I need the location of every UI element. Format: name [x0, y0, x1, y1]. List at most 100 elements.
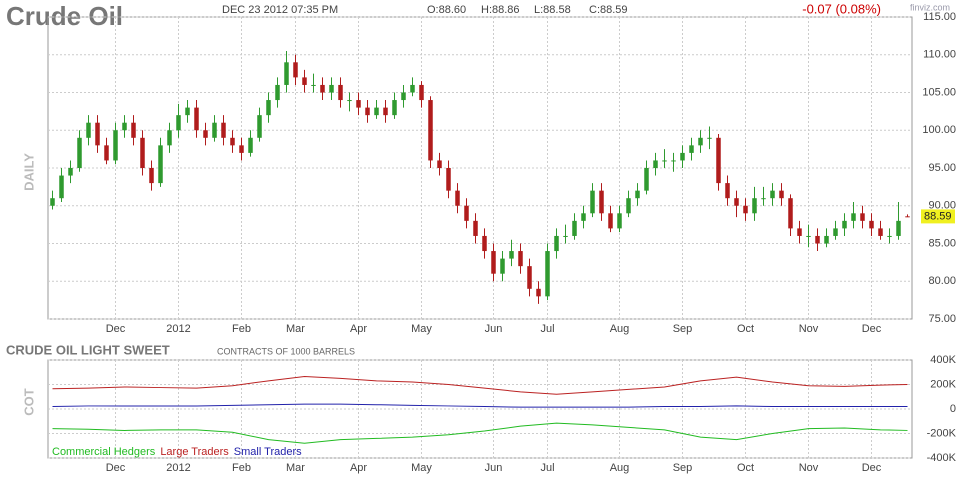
legend-entry: Large Traders	[160, 446, 229, 458]
x-tick-label: Nov	[799, 462, 819, 474]
candle-body	[482, 235, 487, 252]
candle-body	[122, 122, 127, 131]
last-price: 88.59	[924, 210, 952, 222]
candle-body	[401, 92, 406, 101]
candle-body	[176, 115, 181, 131]
candle-body	[518, 251, 523, 267]
y-tick-label: 95.00	[928, 162, 956, 174]
candle-body	[653, 160, 658, 168]
legend-entry: Commercial Hedgers	[52, 446, 156, 458]
x-tick-label: 2012	[166, 323, 190, 335]
x-tick-label: May	[411, 323, 432, 335]
candle-body	[824, 235, 829, 244]
candle-body	[419, 84, 424, 101]
x-tick-label: Dec	[862, 462, 882, 474]
x-tick-label: Jun	[485, 323, 503, 335]
high: H:88.86	[481, 4, 520, 16]
open: O:88.60	[427, 4, 466, 16]
candle-body	[716, 137, 721, 184]
candle-body	[788, 198, 793, 229]
y-tick-label: 100.00	[922, 124, 956, 136]
candle-body	[158, 145, 163, 184]
candle-body	[797, 228, 802, 236]
x-tick-label: Jun	[485, 462, 503, 474]
x-tick-label: Apr	[350, 462, 367, 474]
y-tick-label: 85.00	[928, 237, 956, 249]
candle-body	[446, 168, 451, 191]
candle-body	[671, 160, 676, 162]
candle-body	[599, 190, 604, 214]
y-tick-label: 200K	[930, 378, 956, 390]
x-tick-label: Oct	[737, 323, 754, 335]
x-tick-label: Feb	[232, 323, 251, 335]
candle-body	[680, 152, 685, 161]
candle-body	[698, 137, 703, 146]
low: L:88.58	[534, 4, 571, 16]
candle-body	[86, 122, 91, 138]
y-tick-label: 105.00	[922, 86, 956, 98]
candle-body	[383, 107, 388, 116]
candle-body	[761, 198, 766, 200]
candle-body	[212, 122, 217, 138]
candle-body	[311, 84, 316, 86]
candle-body	[860, 213, 865, 221]
candle-body	[293, 62, 298, 78]
y-tick-label: -200K	[927, 427, 957, 439]
candle-body	[230, 137, 235, 146]
candle-body	[905, 216, 910, 218]
candle-body	[194, 107, 199, 131]
candle-body	[617, 213, 622, 229]
x-tick-label: Apr	[350, 323, 367, 335]
candle-body	[635, 190, 640, 199]
y-tick-label: 400K	[930, 354, 956, 366]
series-line	[52, 376, 908, 395]
close: C:88.59	[589, 4, 628, 16]
candle-body	[392, 100, 397, 116]
candle-body	[572, 220, 577, 236]
candle-body	[347, 100, 352, 102]
candle-body	[878, 228, 883, 236]
candle-body	[131, 122, 136, 138]
candle-body	[464, 205, 469, 221]
candle-body	[473, 220, 478, 236]
candle-body	[815, 235, 820, 244]
candle-body	[770, 190, 775, 199]
candle-body	[257, 115, 262, 138]
candle-body	[365, 107, 370, 116]
candle-body	[284, 62, 289, 85]
candle-body	[50, 198, 55, 206]
candle-body	[239, 145, 244, 153]
candle-body	[527, 266, 532, 289]
candle-body	[689, 145, 694, 153]
candle-body	[104, 145, 109, 161]
x-tick-label: Dec	[106, 323, 126, 335]
candle-body	[644, 168, 649, 191]
candle-body	[95, 122, 100, 146]
candle-body	[752, 198, 757, 214]
x-tick-label: Nov	[799, 323, 819, 335]
candle-body	[437, 160, 442, 168]
x-tick-label: Sep	[673, 323, 693, 335]
y-tick-label: 110.00	[923, 49, 956, 61]
y-tick-label: 80.00	[928, 275, 956, 287]
candle-body	[563, 235, 568, 237]
cot-subtitle: CONTRACTS OF 1000 BARRELS	[217, 346, 355, 356]
x-tick-label: Jul	[540, 323, 554, 335]
candle-body	[806, 235, 811, 237]
candle-body	[185, 107, 190, 116]
candle-body	[68, 168, 73, 176]
candle-body	[248, 137, 253, 153]
x-tick-label: Aug	[610, 462, 630, 474]
x-tick-label: Aug	[610, 323, 630, 335]
candle-body	[842, 220, 847, 229]
candle-body	[554, 235, 559, 252]
candle-body	[734, 198, 739, 206]
candle-body	[536, 288, 541, 297]
candle-body	[203, 130, 208, 138]
candle-body	[833, 228, 838, 236]
candle-body	[887, 235, 892, 237]
candle-body	[320, 84, 325, 93]
y-tick-label: -400K	[927, 452, 957, 464]
cot-title: CRUDE OIL LIGHT SWEET	[6, 342, 170, 357]
